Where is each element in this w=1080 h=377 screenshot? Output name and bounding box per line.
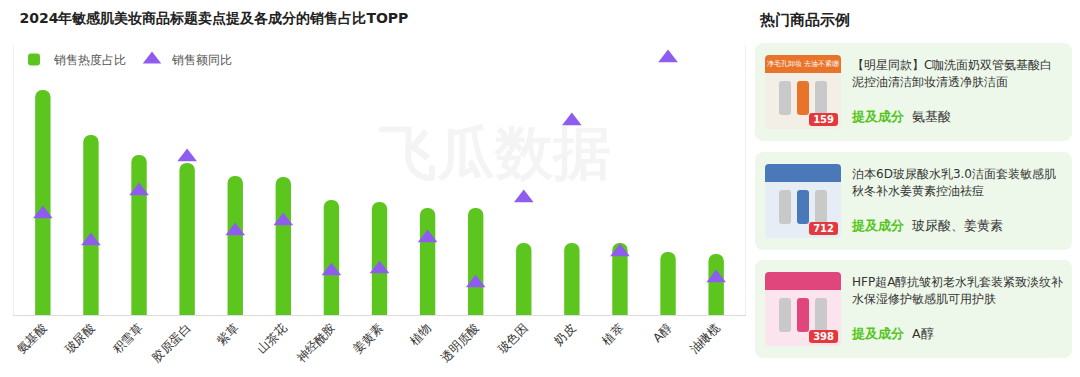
html-text:398: 398 — [813, 331, 834, 342]
html-text:净毛孔卸妆 去油不紧绷: 净毛孔卸妆 去油不紧绷 — [766, 60, 840, 68]
html-text:氨基酸: 氨基酸 — [912, 109, 951, 124]
svg-text:飞瓜数据: 飞瓜数据 — [378, 119, 611, 187]
svg-text:2024年敏感肌美妆商品标题卖点提及各成分的销售占比TOPP: 2024年敏感肌美妆商品标题卖点提及各成分的销售占比TOPP — [19, 10, 408, 26]
html-text:712: 712 — [813, 223, 834, 234]
svg-text:A醇: A醇 — [650, 321, 674, 345]
html-text:提及成分: 提及成分 — [852, 218, 904, 233]
html-text:提及成分: 提及成分 — [852, 109, 904, 124]
svg-text:姜黄素: 姜黄素 — [351, 321, 386, 356]
html-text:【明星同款】C咖洗面奶双管氨基酸白泥控油清洁卸妆清透净肤洁面: 【明星同款】C咖洗面奶双管氨基酸白泥控油清洁卸妆清透净肤洁面 — [852, 58, 1053, 89]
svg-text:紫草: 紫草 — [215, 321, 242, 348]
svg-text:玻色因: 玻色因 — [495, 321, 530, 356]
svg-text:神经酰胺: 神经酰胺 — [294, 321, 338, 365]
svg-text:胶原蛋白: 胶原蛋白 — [150, 321, 194, 365]
svg-text:植物: 植物 — [407, 321, 434, 348]
svg-text:销售额同比: 销售额同比 — [171, 53, 232, 67]
svg-text:玻尿酸: 玻尿酸 — [62, 321, 97, 356]
svg-text:山茶花: 山茶花 — [254, 321, 289, 356]
html-text:热门商品示例: 热门商品示例 — [760, 11, 850, 29]
svg-text:油橄榄: 油橄榄 — [687, 321, 722, 356]
html-text:提及成分: 提及成分 — [852, 326, 904, 341]
html-text:泊本6D玻尿酸水乳3.0洁面套装敏感肌秋冬补水姜黄素控油祛痘: 泊本6D玻尿酸水乳3.0洁面套装敏感肌秋冬补水姜黄素控油祛痘 — [852, 167, 1056, 198]
svg-text:透明质酸: 透明质酸 — [438, 321, 482, 365]
svg-text:销售热度占比: 销售热度占比 — [53, 53, 126, 67]
svg-text:积雪草: 积雪草 — [110, 321, 145, 356]
svg-text:氨基酸: 氨基酸 — [14, 321, 49, 356]
html-text:A醇: A醇 — [912, 326, 934, 341]
html-text:HFP超A醇抗皱初老水乳套装紧致淡纹补水保湿修护敏感肌可用护: HFP超A醇抗皱初老水乳套装紧致淡纹补水保湿修护敏感肌可用护肤 — [852, 275, 1064, 306]
svg-text:奶皮: 奶皮 — [551, 321, 578, 348]
html-text:玻尿酸、姜黄素: 玻尿酸、姜黄素 — [912, 218, 1003, 233]
html-text:159: 159 — [813, 114, 834, 125]
svg-text:植萃: 植萃 — [599, 321, 626, 348]
